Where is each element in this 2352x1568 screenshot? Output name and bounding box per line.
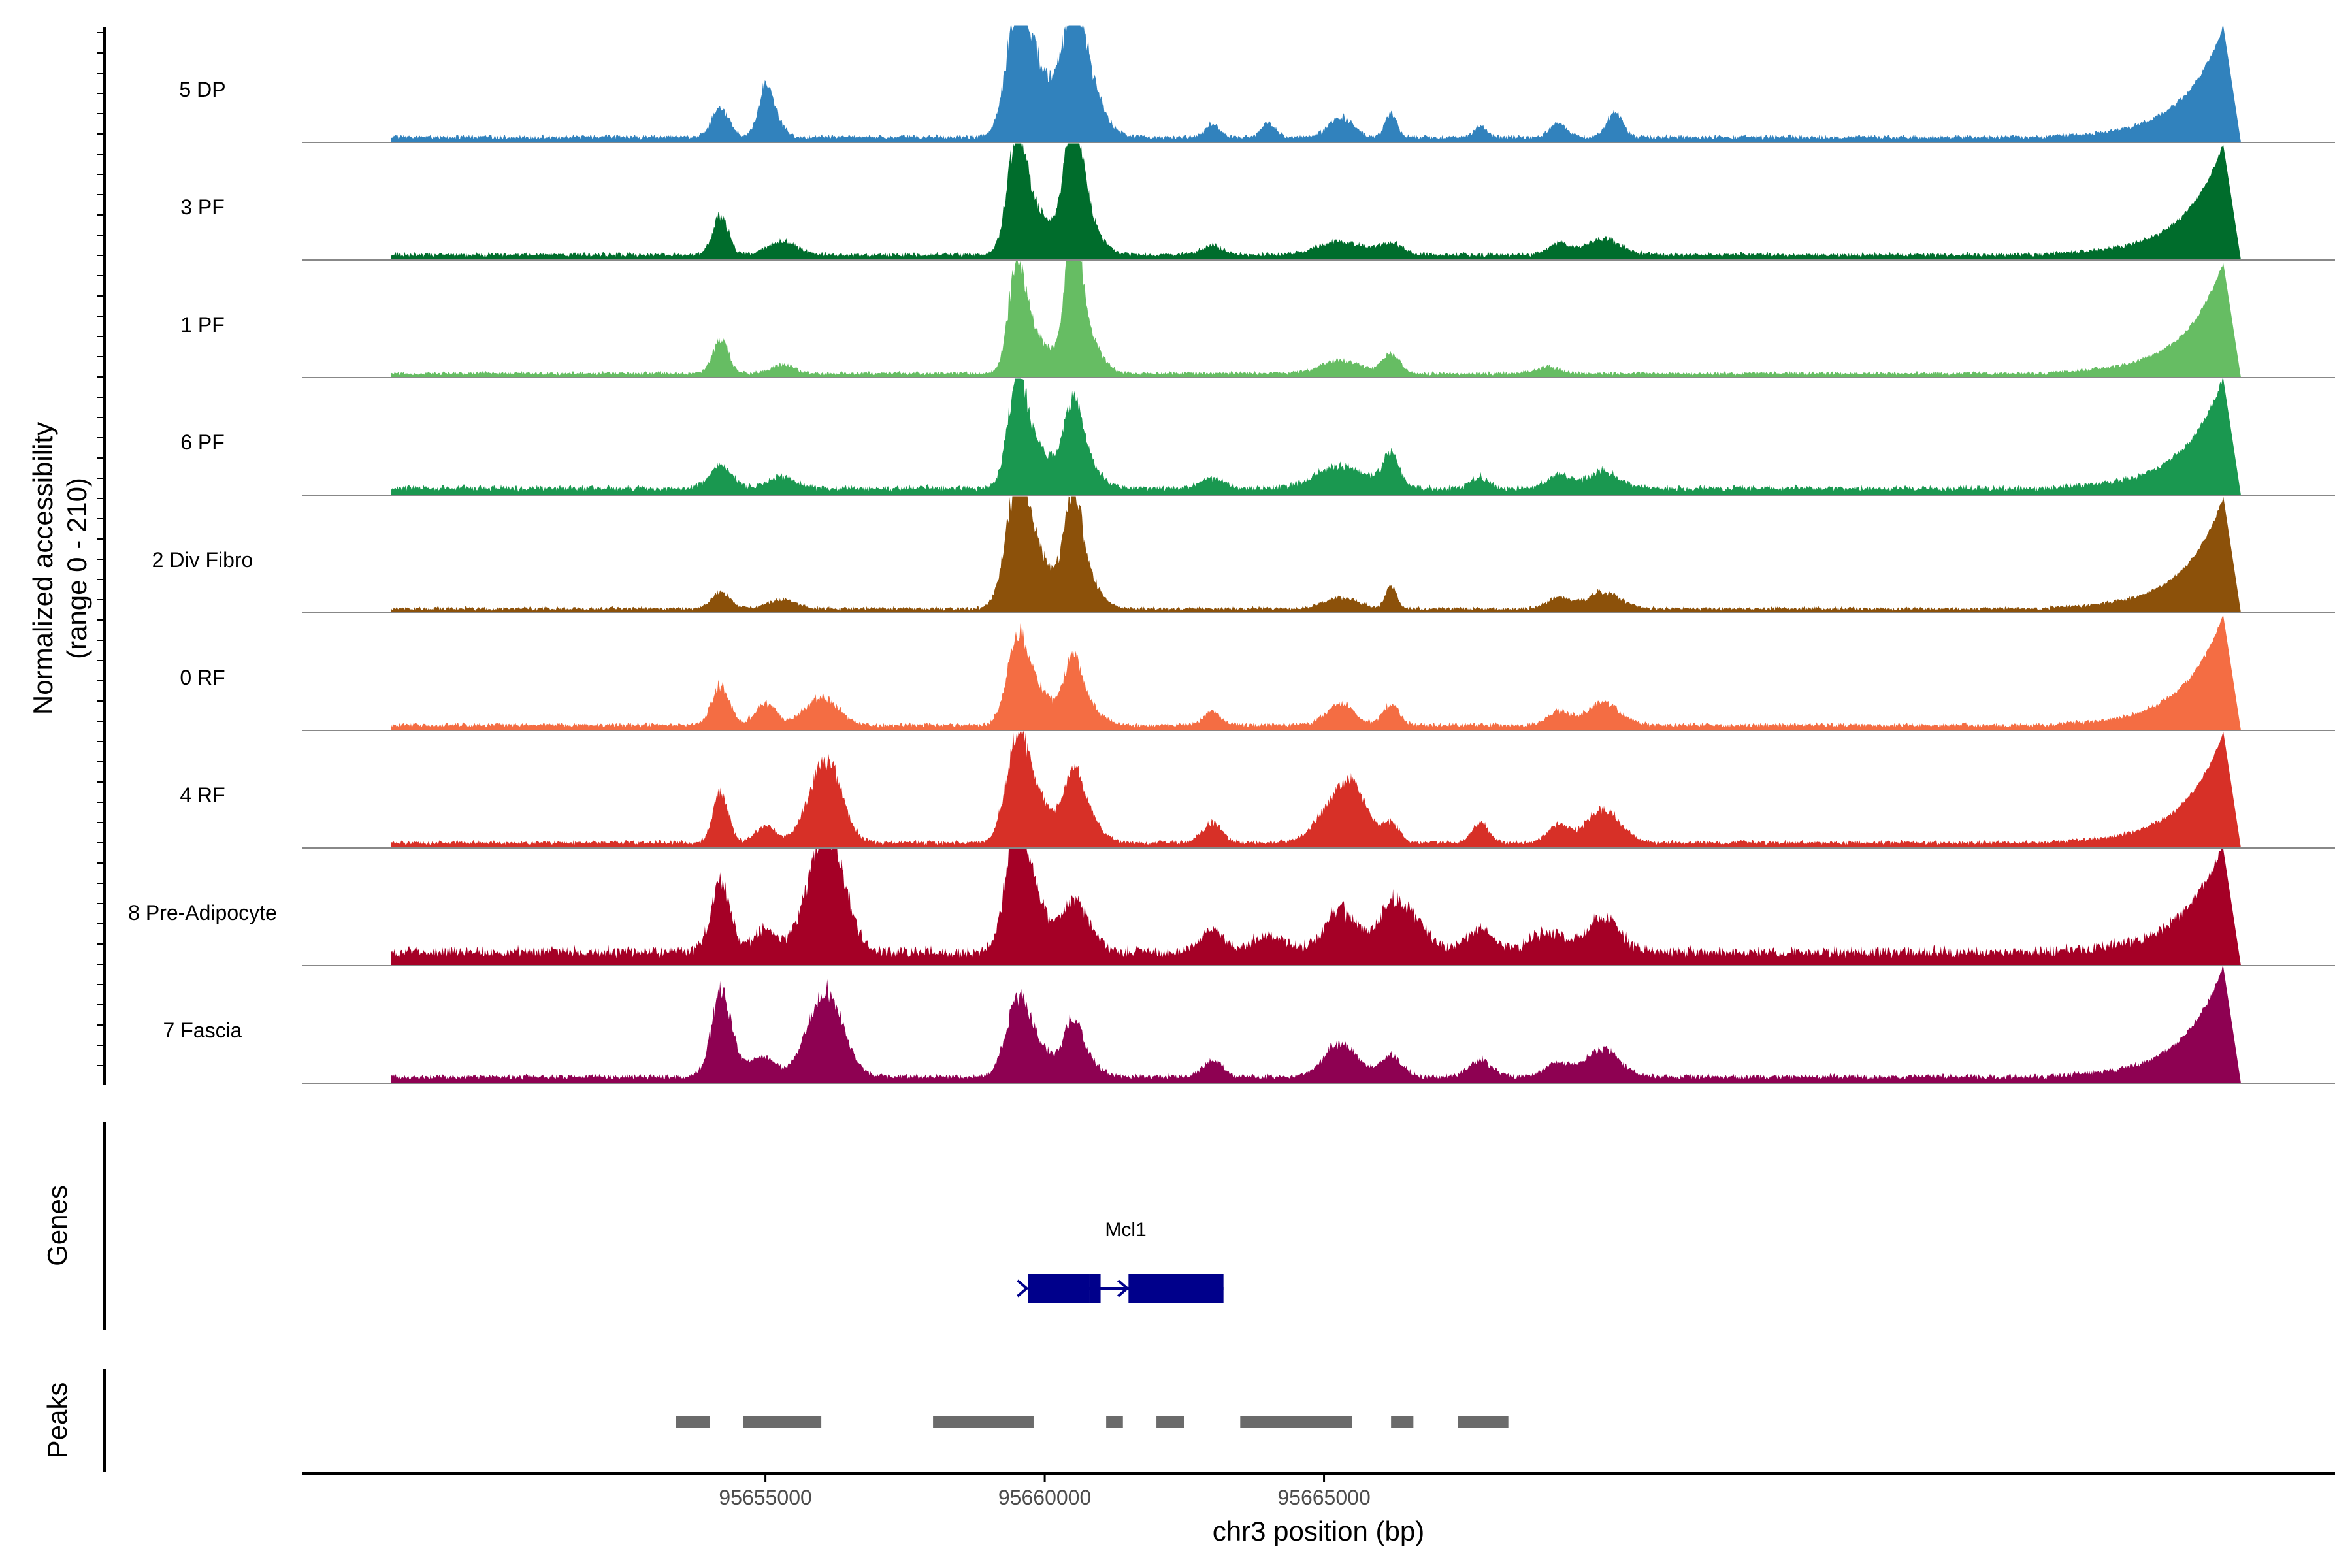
coverage-area [391,25,2241,142]
track-6-pf: 6 PF [180,378,2335,496]
peaks-label: Peaks [42,1382,73,1459]
accessibility-panel: 5 DP 3 PF 1 PF 6 PF 2 Div Fibro 0 RF 4 RF 8 Pre… [97,25,2335,1085]
track-label: 8 Pre-Adipocyte [128,901,277,924]
coverage-area [391,731,2241,848]
coverage-area [391,849,2241,966]
peak-region [1156,1416,1184,1428]
track-label: 6 PF [180,431,225,454]
track-label: 5 DP [179,78,225,101]
coverage-area [391,496,2241,613]
coverage-area [391,143,2241,260]
track-label: 3 PF [180,195,225,219]
strand-arrow [1078,1279,1090,1298]
track-label: 1 PF [180,313,225,336]
track-0-rf: 0 RF [180,615,2335,731]
coverage-area [391,615,2241,730]
genes-panel: Genes Mcl1 [42,1122,1224,1330]
gene-exon [1089,1274,1101,1303]
peaks-panel: Peaks [42,1369,1509,1472]
coverage-area [391,966,2241,1083]
peak-region [933,1416,1034,1428]
track-3-pf: 3 PF [180,143,2335,261]
track-label: 7 Fascia [163,1019,242,1042]
coverage-tracks: 5 DP 3 PF 1 PF 6 PF 2 Div Fibro 0 RF 4 RF 8 Pre… [128,25,2335,1084]
coverage-area [391,261,2241,378]
x-tick-label: 95660000 [998,1486,1091,1509]
y-axis-ticks [97,32,105,1066]
track-1-pf: 1 PF [180,261,2335,378]
track-2-div-fibro: 2 Div Fibro [152,496,2335,613]
track-7-fascia: 7 Fascia [163,966,2335,1084]
x-axis-title: chr3 position (bp) [1213,1516,1425,1546]
gene-exon [1128,1274,1224,1303]
x-tick-label: 95665000 [1277,1486,1370,1509]
track-5-dp: 5 DP [179,25,2335,143]
x-axis: 95655000 95660000 95665000 chr3 position (… [302,1472,2335,1546]
genes-label: Genes [42,1185,73,1266]
x-tick-label: 95655000 [719,1486,811,1509]
track-4-rf: 4 RF [180,731,2335,849]
gene-exon [1028,1274,1090,1303]
y-axis-title: Normalized accessibility (range 0 - 210) [27,422,92,715]
y-axis-title-line-1: Normalized accessibility [27,422,58,715]
strand-arrow [1017,1279,1029,1298]
peak-region [1391,1416,1414,1428]
peak-regions [676,1416,1509,1428]
track-label: 4 RF [180,783,225,807]
x-axis-ticks: 95655000 95660000 95665000 [719,1473,1371,1509]
peak-region [1458,1416,1509,1428]
peak-region [1240,1416,1352,1428]
track-label: 0 RF [180,666,225,689]
gene-name-mcl1: Mcl1 [1105,1219,1146,1241]
peak-region [1106,1416,1123,1428]
y-axis-title-line-2: (range 0 - 210) [61,478,92,659]
strand-arrow [1117,1279,1130,1298]
peak-region [743,1416,822,1428]
track-label: 2 Div Fibro [152,548,253,572]
peak-region [676,1416,710,1428]
track-8-pre-adipocyte: 8 Pre-Adipocyte [128,849,2335,966]
coverage-area [391,378,2241,495]
gene-model [1017,1274,1224,1303]
